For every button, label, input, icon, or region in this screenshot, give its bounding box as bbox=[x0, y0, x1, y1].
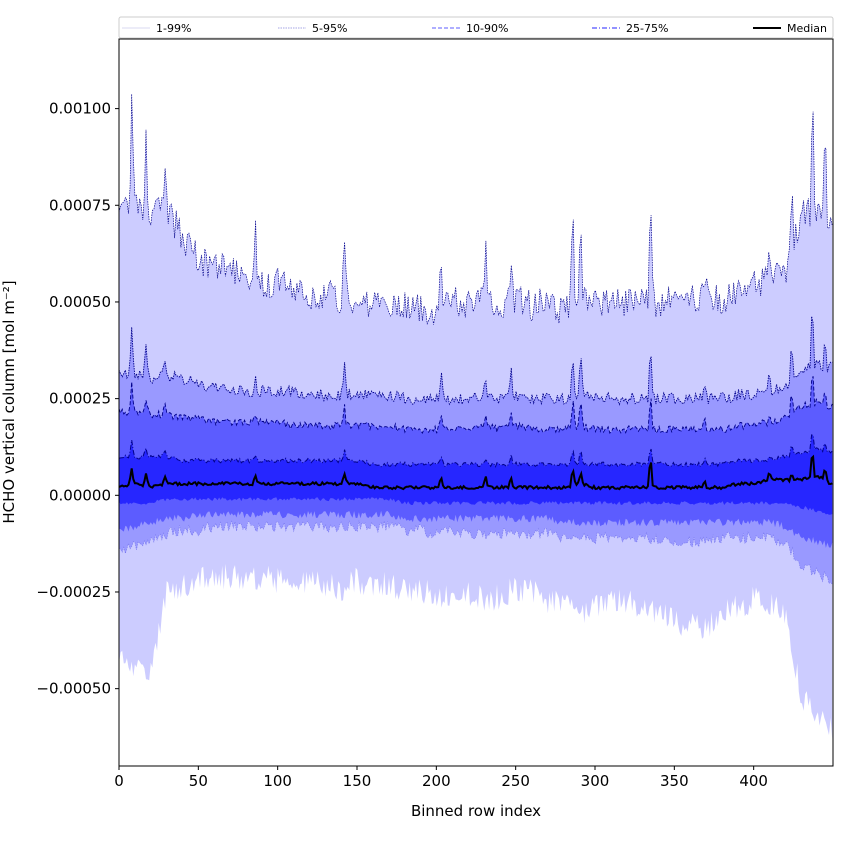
legend-label: 10-90% bbox=[466, 22, 508, 35]
series-group bbox=[119, 94, 833, 739]
x-tick-label: 250 bbox=[501, 772, 530, 790]
y-tick-label: 0.00100 bbox=[49, 100, 111, 118]
y-tick-label: 0.00075 bbox=[49, 196, 111, 214]
legend: 1-99% 5-95% 10-90% 25-75% Median bbox=[118, 16, 834, 39]
axes-frame bbox=[118, 38, 834, 767]
x-tick-label: 400 bbox=[739, 772, 768, 790]
x-tick-label: 150 bbox=[343, 772, 372, 790]
legend-label: 1-99% bbox=[156, 22, 191, 35]
y-tick-label: −0.00025 bbox=[36, 583, 111, 601]
band-10-90 bbox=[119, 376, 833, 548]
y-tick-label: −0.00050 bbox=[36, 680, 111, 698]
x-tick-label: 350 bbox=[660, 772, 689, 790]
x-tick-label: 100 bbox=[263, 772, 292, 790]
x-axis-label: Binned row index bbox=[411, 802, 541, 820]
line-5-95-upper bbox=[119, 316, 833, 406]
median-line bbox=[119, 454, 833, 491]
line-10-90-upper bbox=[119, 376, 833, 435]
line-1-99-upper bbox=[119, 94, 833, 325]
legend-label: 25-75% bbox=[626, 22, 668, 35]
y-axis-label: HCHO vertical column [mol m⁻²] bbox=[0, 280, 18, 523]
legend-label: 5-95% bbox=[312, 22, 347, 35]
band-25-75 bbox=[119, 434, 833, 515]
x-tick-label: 300 bbox=[581, 772, 610, 790]
x-tick-label: 200 bbox=[422, 772, 451, 790]
y-tick-label: 0.00025 bbox=[49, 390, 111, 408]
axes: 0 50 100 150 200 250 300 350 400 −0.00050 −0.00025… bbox=[36, 38, 834, 790]
line-25-75-upper bbox=[119, 434, 833, 468]
plot-area bbox=[119, 94, 833, 739]
x-tick-label: 0 bbox=[114, 772, 124, 790]
line-5-95-lower bbox=[119, 520, 833, 585]
x-tick-label: 50 bbox=[189, 772, 208, 790]
legend-label: Median bbox=[787, 22, 827, 35]
y-tick-label: 0.00000 bbox=[49, 486, 111, 504]
y-tick-label: 0.00050 bbox=[49, 293, 111, 311]
legend-box bbox=[118, 16, 834, 39]
